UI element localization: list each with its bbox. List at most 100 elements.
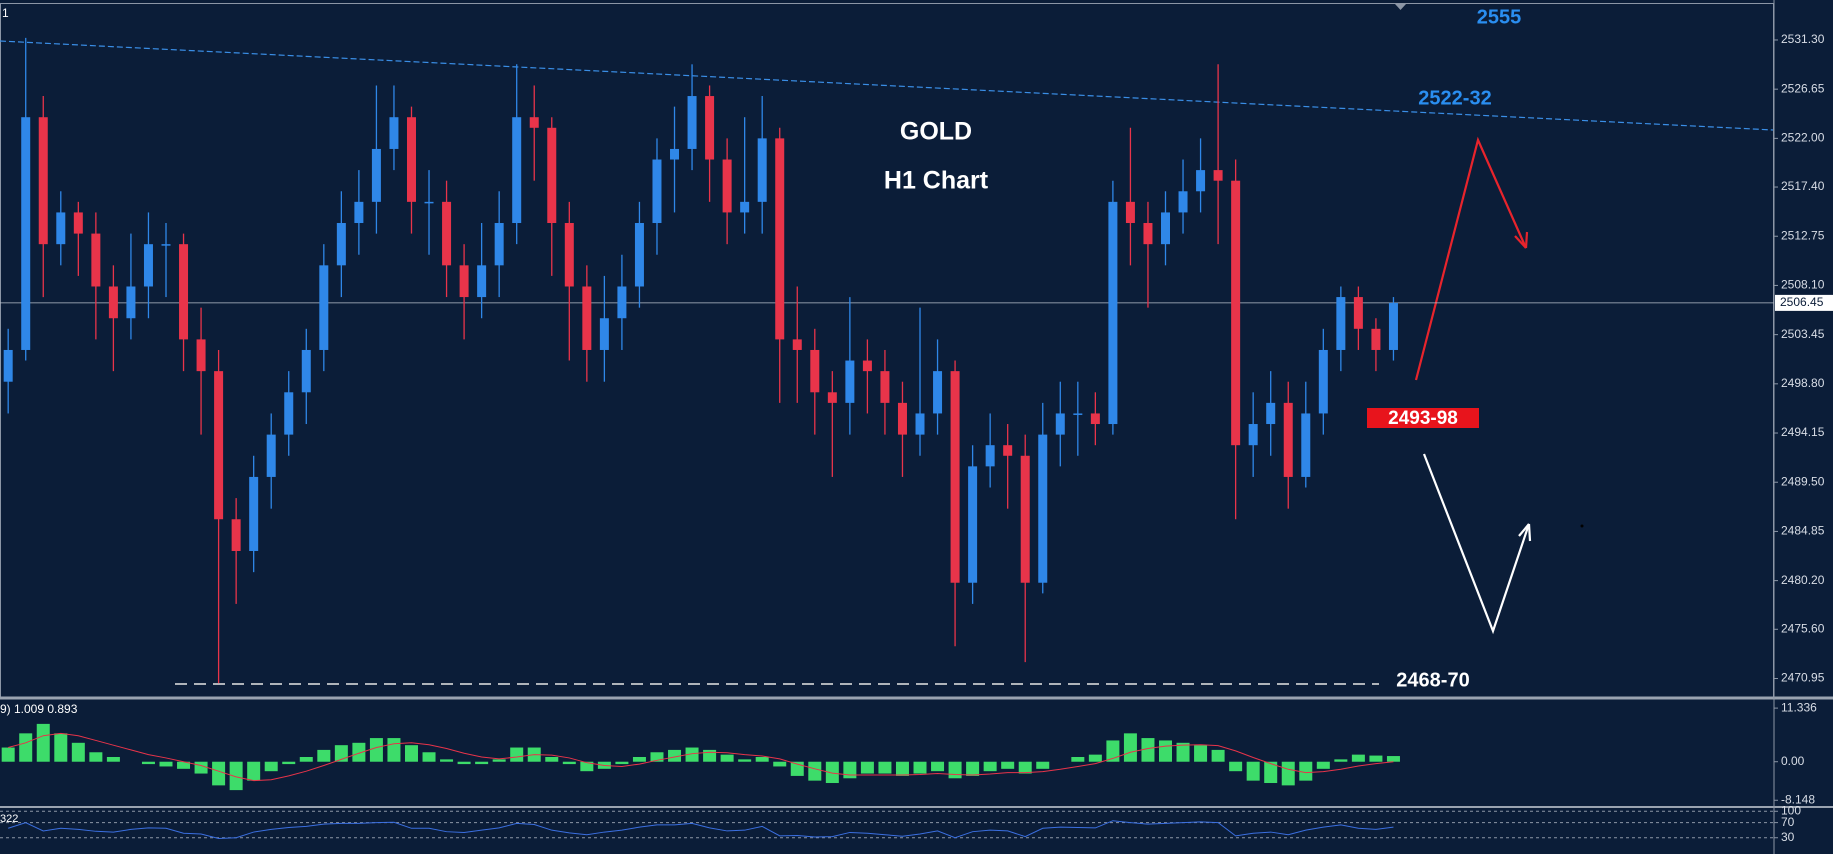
y-tick-label: 2484.85 [1781,524,1825,538]
candle-body [196,339,206,372]
candle-body [652,159,662,224]
macd-bar [948,761,962,779]
macd-bar [580,761,594,772]
y-tick-label: 2494.15 [1781,425,1825,439]
candle-body [1266,402,1276,425]
signal-line [8,732,1394,782]
candle-body [354,201,364,224]
candle-body [1318,349,1328,414]
candle-body [564,223,574,287]
candle-body [1301,413,1311,477]
candle-body [494,223,504,266]
macd-bar [825,761,839,784]
macd-bar [89,752,103,762]
candle-body [950,371,960,583]
arrow-head [1518,523,1532,542]
candle-body [1160,212,1170,245]
macd-bar [773,761,787,767]
macd-bar [1036,761,1050,769]
macd-bar [1264,761,1278,784]
candle-body [336,223,346,266]
candle-body [1248,424,1258,446]
y-tick-label: 11.336 [1781,700,1817,714]
trend-line [0,40,1774,131]
macd-bar [1334,759,1348,762]
candle-body [897,402,907,435]
macd-bar [1176,742,1190,762]
macd-bar [299,756,313,762]
macd-bar [36,723,50,762]
chart-title: GOLD [900,118,972,146]
y-tick-label: 2531.30 [1781,32,1825,46]
macd-bar [194,761,208,774]
last-price-box [1775,294,1833,311]
macd-bar [1299,761,1313,781]
candle-body [810,349,820,393]
candle-body [214,371,224,520]
candle-body [266,434,276,477]
macd-bar [1158,740,1172,762]
macd-bar [264,761,278,772]
candle-body [406,117,416,202]
candle-body [617,286,627,319]
macd-bar [668,749,682,762]
candle-body [757,138,767,202]
macd-bar [387,738,401,762]
candle-body [284,392,294,435]
macd-bar [1351,754,1365,762]
macd-bar [1001,761,1015,769]
macd-bar [422,752,436,762]
macd-bar [1018,761,1032,774]
candle-body [687,96,697,149]
macd-bar [1106,740,1120,762]
candle-body [1213,170,1223,181]
rsi-label: 322 [0,813,18,825]
candle-body [880,371,890,403]
macd-bar [212,761,226,786]
macd-bar [966,761,980,776]
corner-label: 1 [2,6,9,20]
candle-body [968,466,978,583]
macd-bar [247,761,261,781]
macd-bar [860,761,874,774]
candle-body [1231,180,1241,446]
macd-bar [685,747,699,762]
macd-bar [141,761,155,765]
macd-label: 9) 1.009 0.893 [0,702,78,716]
y-tick-label: 30 [1781,830,1795,844]
macd-bar [632,756,646,762]
y-tick-label: 2489.50 [1781,474,1825,488]
candle-body [73,212,83,234]
y-tick-label: 2475.60 [1781,621,1825,635]
macd-bar [931,761,945,772]
candle-body [459,265,469,298]
macd-bar [843,761,857,779]
macd-bar [1194,745,1208,762]
last-price-label: 2506.45 [1780,295,1824,309]
macd-bar [334,745,348,762]
candle-body [1090,413,1100,425]
macd-bar [615,761,629,765]
macd-bar [1369,755,1383,762]
candle-body [1371,328,1381,350]
macd-bar [983,761,997,772]
candle-body [529,117,539,128]
candle-body [108,286,118,319]
candle-body [91,233,101,287]
y-tick-label: 2512.75 [1781,228,1825,242]
macd-bar [1141,738,1155,762]
candle-body [985,445,995,467]
candle-body [582,286,592,350]
macd-bar [106,756,120,762]
y-tick-label: 2517.40 [1781,179,1825,193]
y-tick-label: 2480.20 [1781,573,1825,587]
macd-bar [54,733,68,762]
candle-body [1353,297,1363,329]
y-tick-label: 0.00 [1781,754,1805,768]
candle-body [179,244,189,340]
macd-bar [71,742,85,762]
candle-body [933,371,943,414]
candle-body [1388,302,1398,350]
macd-bar [177,761,191,769]
